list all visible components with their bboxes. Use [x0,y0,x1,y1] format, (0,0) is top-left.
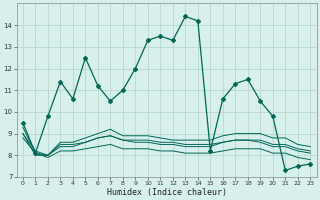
X-axis label: Humidex (Indice chaleur): Humidex (Indice chaleur) [107,188,227,197]
